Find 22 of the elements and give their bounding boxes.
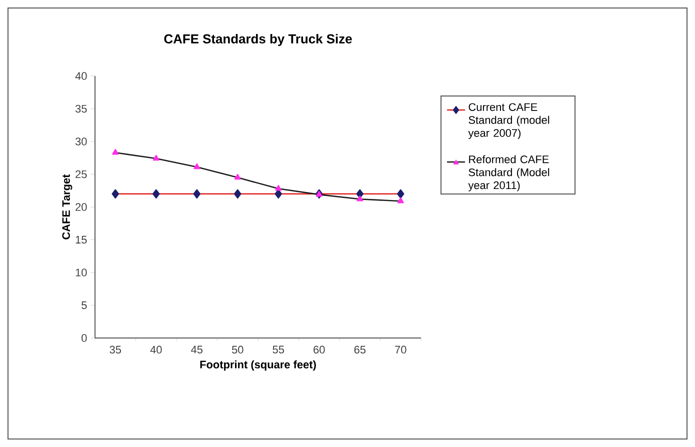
y-tick-label: 5 — [82, 301, 87, 310]
y-tick-label: 0 — [82, 334, 87, 342]
y-tick-label: 15 — [76, 236, 87, 244]
y-tick-label: 20 — [76, 203, 87, 211]
x-tick-label: 50 — [232, 346, 244, 354]
y-tick-label: 10 — [76, 268, 87, 276]
x-tick-label: 35 — [110, 346, 121, 354]
legend-label: Current CAFE Standard (model year 2007) — [468, 103, 550, 140]
y-tick-label: 30 — [75, 138, 87, 146]
y-tick-label: 35 — [75, 104, 87, 113]
x-axis-title: Footprint (square feet) — [200, 360, 316, 371]
y-tick-label: 25 — [76, 170, 87, 178]
chart-title: CAFE Standards by Truck Size — [164, 34, 352, 46]
legend-label: Reformed CAFE Standard (Model year 2011) — [468, 155, 550, 192]
y-axis-title: CAFE Target — [62, 174, 72, 240]
x-tick-label: 70 — [395, 346, 406, 354]
x-tick-label: 40 — [150, 346, 162, 354]
x-tick-label: 55 — [272, 346, 284, 354]
y-tick-label: 40 — [75, 72, 87, 80]
x-tick-label: 60 — [314, 346, 325, 354]
x-tick-label: 65 — [354, 346, 366, 354]
x-tick-label: 45 — [191, 346, 202, 354]
